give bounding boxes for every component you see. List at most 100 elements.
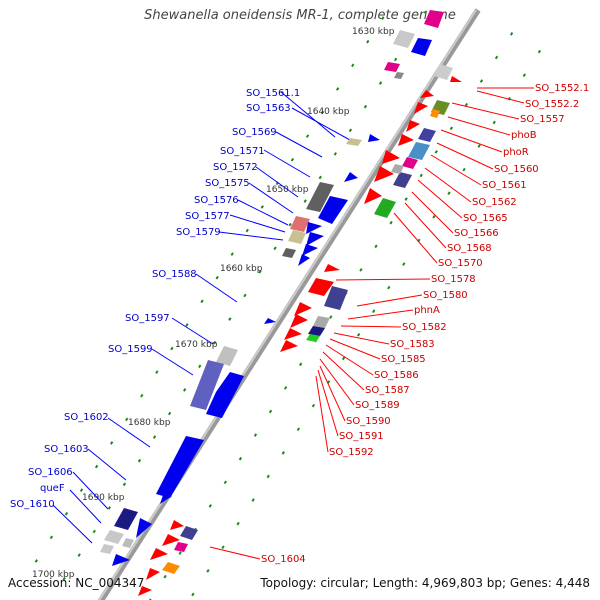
right-gene-labels: SO_1552.1 SO_1552.2 SO_1557 phoB phoR SO… — [261, 83, 589, 565]
track-tick — [268, 409, 273, 414]
track-tick — [230, 252, 234, 256]
gene-arrow — [162, 534, 180, 546]
left-connectors — [52, 91, 351, 544]
accession-text: Accession: NC_004347 — [8, 576, 145, 590]
track-tick — [170, 346, 174, 351]
scale-label-1680: 1680 kbp — [128, 418, 171, 428]
track-tick — [348, 128, 353, 133]
gene-box — [114, 508, 138, 530]
gene-box — [174, 542, 188, 552]
gene-arrow — [364, 188, 382, 204]
gene-label-left: SO_1603 — [44, 444, 89, 455]
gene-box — [162, 562, 180, 574]
gene-box — [393, 172, 412, 188]
gene-arrow — [406, 120, 420, 132]
gene-box — [402, 157, 418, 169]
track-tick — [434, 150, 438, 154]
gene-label-right: SO_1589 — [355, 400, 400, 411]
gene-label-right: SO_1591 — [339, 431, 384, 442]
scale-label-1670: 1670 kbp — [175, 340, 218, 350]
track-tick — [125, 417, 129, 422]
track-tick — [389, 220, 393, 225]
track-tick — [122, 482, 127, 487]
gene-label-right: SO_1587 — [365, 385, 410, 396]
track-tick — [359, 268, 363, 272]
right-connectors — [209, 87, 534, 560]
gene-box — [288, 230, 306, 244]
track-tick — [299, 362, 303, 367]
gene-label-right: SO_1552.2 — [525, 99, 579, 110]
gene-box — [434, 64, 453, 80]
track-tick — [311, 403, 316, 408]
gene-label-right: SO_1565 — [463, 213, 508, 224]
track-tick — [140, 393, 144, 398]
track-tick — [479, 79, 484, 83]
track-tick — [393, 57, 398, 62]
gene-arrow — [414, 102, 428, 114]
gene-box — [104, 530, 124, 544]
track-tick — [243, 293, 247, 298]
track-tick — [49, 535, 54, 540]
gene-arrow — [308, 278, 334, 296]
gene-label-left: SO_1576 — [194, 195, 239, 206]
track-tick — [228, 317, 232, 321]
gene-box — [324, 286, 348, 310]
scale-label-1660: 1660 kbp — [220, 264, 263, 274]
gene-label-left: SO_1588 — [152, 269, 197, 280]
gene-label-right: SO_1552.1 — [535, 83, 589, 94]
track-tick — [509, 32, 514, 36]
gene-arrow — [264, 318, 276, 324]
gene-arrow — [306, 222, 322, 234]
track-tick — [378, 81, 383, 85]
gene-box — [190, 360, 224, 410]
gene-label-left: SO_1569 — [232, 127, 277, 138]
track-tick — [208, 504, 212, 508]
gene-label-right: SO_1590 — [346, 416, 391, 427]
gene-arrow — [450, 76, 462, 82]
gene-box — [374, 198, 396, 218]
gene-arrow — [138, 586, 152, 596]
left-gene-labels: SO_1561.1 SO_1563 SO_1569 SO_1571 SO_157… — [10, 88, 300, 510]
track-tick — [178, 551, 182, 555]
track-tick — [245, 228, 249, 233]
gene-label-left: SO_1572 — [213, 162, 258, 173]
gene-box — [290, 216, 310, 232]
track-tick — [424, 10, 428, 15]
gene-arrow — [280, 340, 298, 352]
track-tick — [374, 244, 378, 249]
track-tick — [79, 488, 84, 492]
track-tick — [273, 246, 277, 251]
gene-label-left: SO_1561.1 — [246, 88, 300, 99]
gene-arrow — [398, 134, 414, 146]
gene-arrow — [420, 90, 434, 98]
track-tick — [238, 456, 243, 461]
track-tick — [341, 356, 346, 361]
track-tick — [333, 152, 337, 156]
track-tick — [215, 275, 219, 280]
track-tick — [335, 87, 340, 91]
track-tick — [191, 592, 195, 597]
gene-label-left: SO_1563 — [246, 103, 291, 114]
track-tick — [402, 262, 406, 266]
gene-arrow — [302, 244, 318, 256]
gene-arrow — [324, 264, 340, 272]
track-tick — [266, 474, 270, 479]
track-tick — [94, 464, 99, 469]
track-tick — [381, 16, 385, 20]
gene-box — [393, 30, 415, 48]
gene-box — [430, 109, 440, 118]
gene-box — [122, 538, 134, 548]
track-tick — [494, 55, 499, 60]
gene-box — [306, 334, 320, 342]
gene-box — [411, 38, 432, 56]
gene-box — [394, 72, 404, 79]
gene-arrow — [150, 548, 168, 560]
track-tick — [251, 498, 255, 502]
genome-summary-text: Topology: circular; Length: 4,969,803 bp… — [260, 576, 590, 590]
track-tick — [253, 433, 258, 437]
scale-label-1690: 1690 kbp — [82, 493, 125, 503]
gene-label-left: SO_1610 — [10, 499, 55, 510]
track-tick — [477, 144, 481, 148]
track-tick — [200, 299, 204, 304]
